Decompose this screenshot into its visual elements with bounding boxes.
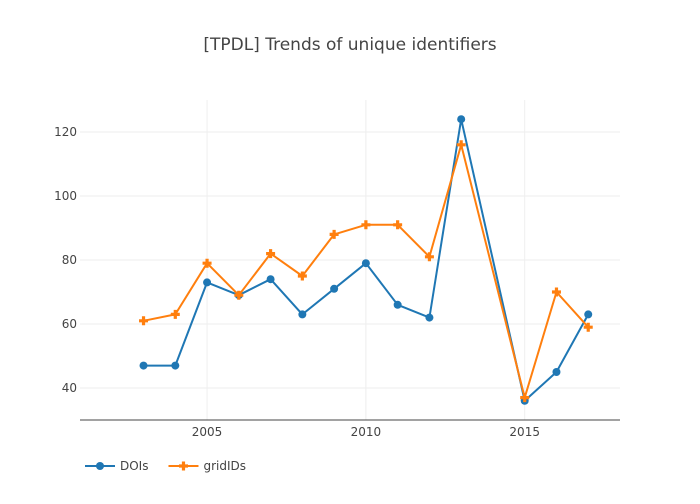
series-layer	[139, 115, 593, 405]
data-point[interactable]	[584, 310, 593, 319]
data-point[interactable]	[170, 309, 180, 319]
data-point[interactable]	[330, 284, 339, 293]
data-point[interactable]	[139, 361, 148, 370]
y-tick-label: 80	[62, 253, 77, 267]
x-tick-label: 2015	[509, 425, 540, 439]
x-tick-label: 2010	[351, 425, 382, 439]
legend-marker[interactable]	[96, 462, 104, 470]
data-point[interactable]	[203, 278, 212, 287]
data-point[interactable]	[266, 249, 276, 259]
data-point[interactable]	[457, 115, 466, 124]
legend-label: DOIs	[120, 459, 148, 473]
data-point[interactable]	[583, 322, 593, 332]
x-tick-label: 2005	[192, 425, 223, 439]
data-point[interactable]	[298, 310, 307, 319]
grid-layer	[80, 100, 620, 420]
legend-label: gridIDs	[203, 459, 246, 473]
data-point[interactable]	[393, 220, 403, 230]
series-line	[143, 143, 589, 399]
data-point[interactable]	[202, 258, 212, 268]
y-tick-label: 100	[54, 189, 77, 203]
data-point[interactable]	[552, 368, 561, 376]
data-point[interactable]	[139, 316, 149, 326]
y-tick-label: 60	[62, 317, 77, 331]
y-tick-label: 40	[62, 381, 77, 395]
chart-title: [TPDL] Trends of unique identifiers	[203, 35, 496, 55]
axis-layer: 40 60 80 100 120 2005 2010 2015	[54, 125, 620, 439]
legend[interactable]: DOIs gridIDs	[85, 459, 246, 473]
data-point[interactable]	[551, 287, 561, 297]
data-point[interactable]	[329, 229, 339, 239]
data-point[interactable]	[266, 275, 275, 284]
data-point[interactable]	[424, 252, 434, 262]
data-point[interactable]	[297, 271, 307, 281]
y-tick-label: 120	[54, 125, 77, 139]
legend-marker[interactable]	[178, 461, 188, 471]
series-gridids	[139, 140, 593, 403]
legend-item[interactable]: gridIDs	[168, 459, 246, 473]
data-point[interactable]	[520, 393, 530, 403]
data-point[interactable]	[234, 290, 244, 300]
data-point[interactable]	[456, 140, 466, 150]
data-point[interactable]	[425, 313, 434, 322]
data-point[interactable]	[361, 259, 370, 268]
data-point[interactable]	[171, 361, 180, 370]
data-point[interactable]	[393, 300, 402, 309]
legend-item[interactable]: DOIs	[85, 459, 148, 473]
data-point[interactable]	[361, 220, 371, 230]
